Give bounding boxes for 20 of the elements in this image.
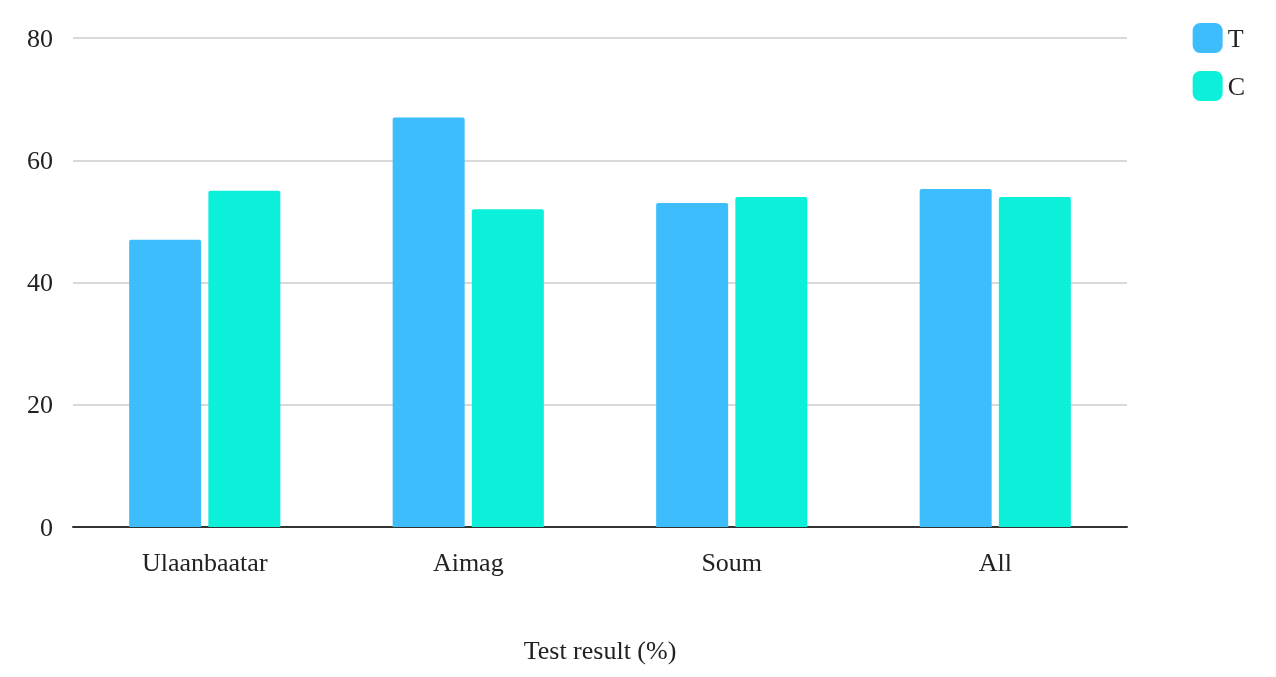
bar xyxy=(392,117,465,527)
y-tick-label: 40 xyxy=(27,268,53,297)
x-tick-label: Ulaanbaatar xyxy=(141,547,268,577)
x-axis-title: Test result (%) xyxy=(523,635,677,665)
bar xyxy=(471,209,544,527)
bar xyxy=(129,239,202,527)
y-tick-label: 60 xyxy=(27,145,53,175)
bar xyxy=(208,190,281,527)
x-tick-label: All xyxy=(978,547,1012,577)
x-tick-label: Soum xyxy=(701,547,763,577)
y-tick-label: 80 xyxy=(27,23,53,53)
y-tick-label: 0 xyxy=(40,512,53,542)
bar xyxy=(735,196,808,527)
x-tick-label: Aimag xyxy=(432,547,504,577)
legend-label: T xyxy=(1227,23,1244,53)
bar xyxy=(998,196,1071,527)
y-tick-label: 20 xyxy=(27,390,53,420)
bar xyxy=(656,203,729,527)
bar xyxy=(919,188,992,527)
legend-label: C xyxy=(1227,71,1245,101)
